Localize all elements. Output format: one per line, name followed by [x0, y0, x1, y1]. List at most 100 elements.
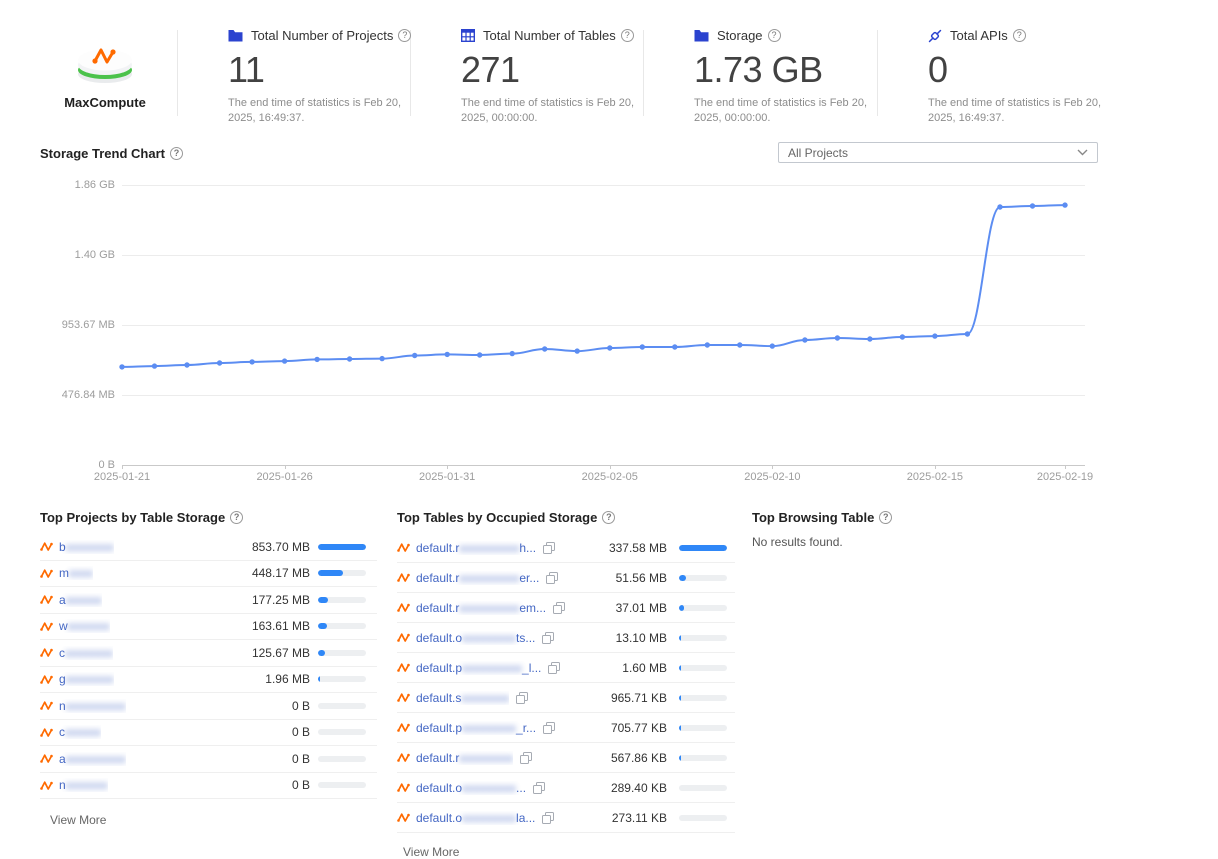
x-axis-tick-label: 2025-02-15	[906, 471, 964, 483]
data-point	[509, 350, 515, 357]
storage-bar	[679, 574, 727, 581]
masked-text: xxxxxxxxxx	[65, 698, 126, 713]
help-icon[interactable]	[230, 511, 244, 524]
y-axis-tick-label: 953.67 MB	[61, 319, 115, 331]
help-icon[interactable]	[602, 511, 616, 524]
masked-text: xxxxxxxxx	[462, 720, 517, 735]
stat-label: Total APIs	[950, 28, 1008, 43]
storage-bar-fill	[318, 543, 366, 550]
copy-icon[interactable]	[516, 691, 529, 704]
gridline	[122, 395, 1085, 396]
chevron-down-icon	[1077, 149, 1088, 156]
maxcompute-disk-icon	[78, 48, 132, 83]
gridline	[122, 185, 1085, 186]
table-row: default.rxxxxxxxxxxem... 37.01 MB	[397, 593, 735, 623]
storage-bar	[679, 604, 727, 611]
stat-note: The end time of statistics is Feb 20, 20…	[461, 97, 635, 124]
project-name-link[interactable]: nxxxxxxx	[59, 778, 108, 793]
data-point	[216, 360, 223, 366]
projects-view-more-link[interactable]: View More	[50, 813, 107, 827]
data-point	[184, 362, 190, 368]
storage-value: 37.01 MB	[615, 600, 667, 615]
data-point	[1029, 203, 1036, 209]
data-point	[964, 331, 971, 337]
table-name-link[interactable]: default.pxxxxxxxxxx_l...	[416, 660, 542, 675]
stat-label: Total Number of Projects	[251, 28, 394, 43]
table-name-link[interactable]: default.pxxxxxxxxx_r...	[416, 720, 537, 735]
copy-icon[interactable]	[553, 601, 566, 614]
masked-text: xxxxxxxxxx	[65, 751, 126, 766]
project-name-link[interactable]: gxxxxxxxx	[59, 672, 114, 687]
storage-trend-title-text: Storage Trend Chart	[40, 146, 165, 161]
table-name-link[interactable]: default.oxxxxxxxxxts...	[416, 630, 536, 645]
table-row: gxxxxxxxx 1.96 MB	[40, 667, 377, 693]
copy-icon[interactable]	[542, 631, 555, 644]
project-name-link[interactable]: axxxxxx	[59, 592, 102, 607]
table-row: default.rxxxxxxxxxxh... 337.58 MB	[397, 533, 735, 563]
table-row: axxxxxxxxxx 0 B	[40, 746, 377, 773]
data-point	[477, 352, 483, 358]
masked-text: xxxxxxx	[67, 619, 110, 634]
help-icon[interactable]	[1012, 29, 1026, 42]
storage-bar	[679, 754, 727, 761]
storage-bar	[318, 676, 366, 683]
project-name-link[interactable]: wxxxxxxx	[59, 619, 110, 634]
table-name-link[interactable]: default.rxxxxxxxxxxh...	[416, 540, 537, 555]
storage-bar	[679, 724, 727, 731]
storage-bar-fill	[318, 596, 329, 603]
help-icon[interactable]	[620, 29, 634, 42]
stat-value: 11	[228, 49, 265, 90]
masked-text: xxxxxx	[65, 725, 101, 740]
maxcompute-logo: MaxCompute	[58, 34, 152, 110]
project-name-link[interactable]: mxxxx	[59, 566, 93, 581]
help-icon[interactable]	[879, 511, 893, 524]
help-icon[interactable]	[767, 29, 781, 42]
storage-bar-fill	[679, 754, 681, 761]
data-point	[607, 345, 613, 351]
storage-bar-fill	[679, 694, 681, 701]
table-name-link[interactable]: default.rxxxxxxxxxxer...	[416, 570, 540, 585]
table-row: default.oxxxxxxxxxla... 273.11 KB	[397, 803, 735, 833]
data-point	[379, 355, 385, 362]
project-name-link[interactable]: nxxxxxxxxxx	[59, 698, 126, 713]
help-icon[interactable]	[398, 29, 412, 42]
masked-text: xxxxxxxx	[461, 690, 510, 705]
copy-icon[interactable]	[533, 781, 546, 794]
storage-bar	[318, 782, 366, 789]
table-name-link[interactable]: default.oxxxxxxxxx...	[416, 780, 527, 795]
masked-text: xxxxxxxx	[65, 672, 114, 687]
help-icon[interactable]	[169, 147, 183, 160]
data-point	[704, 342, 710, 348]
tables-view-more-link[interactable]: View More	[403, 845, 460, 859]
copy-icon[interactable]	[543, 721, 556, 734]
storage-value: 0 B	[291, 778, 310, 793]
maxcompute-zigzag-icon	[40, 727, 53, 738]
top-projects-title: Top Projects by Table Storage	[40, 510, 244, 525]
stat-card-storage: Storage 1.73 GB The end time of statisti…	[694, 28, 899, 126]
top-tables-title-text: Top Tables by Occupied Storage	[397, 510, 598, 525]
copy-icon[interactable]	[542, 811, 555, 824]
copy-icon[interactable]	[548, 661, 561, 674]
divider	[877, 30, 878, 116]
table-name-link[interactable]: default.sxxxxxxxx	[416, 690, 510, 705]
copy-icon[interactable]	[543, 541, 556, 554]
top-tables-list: default.rxxxxxxxxxxh... 337.58 MB defaul…	[397, 533, 735, 833]
storage-bar	[679, 664, 727, 671]
table-row: default.rxxxxxxxxx 567.86 KB	[397, 743, 735, 773]
project-name-link[interactable]: cxxxxxxxx	[59, 645, 113, 660]
table-name-link[interactable]: default.oxxxxxxxxxla...	[416, 810, 536, 825]
project-name-link[interactable]: cxxxxxx	[59, 725, 101, 740]
data-point	[542, 346, 548, 352]
project-name-link[interactable]: bxxxxxxxx	[59, 539, 114, 554]
table-name-link[interactable]: default.rxxxxxxxxx	[416, 750, 514, 765]
project-name-link[interactable]: axxxxxxxxxx	[59, 751, 126, 766]
storage-value: 448.17 MB	[251, 566, 310, 581]
stat-card-tables: Total Number of Tables 271 The end time …	[461, 28, 666, 126]
project-filter-select[interactable]: All Projects	[778, 142, 1098, 163]
table-name-link[interactable]: default.rxxxxxxxxxxem...	[416, 600, 547, 615]
stat-label: Storage	[717, 28, 763, 43]
copy-icon[interactable]	[520, 751, 533, 764]
copy-icon[interactable]	[546, 571, 559, 584]
table-row: default.pxxxxxxxxx_r... 705.77 KB	[397, 713, 735, 743]
data-point	[737, 342, 743, 348]
